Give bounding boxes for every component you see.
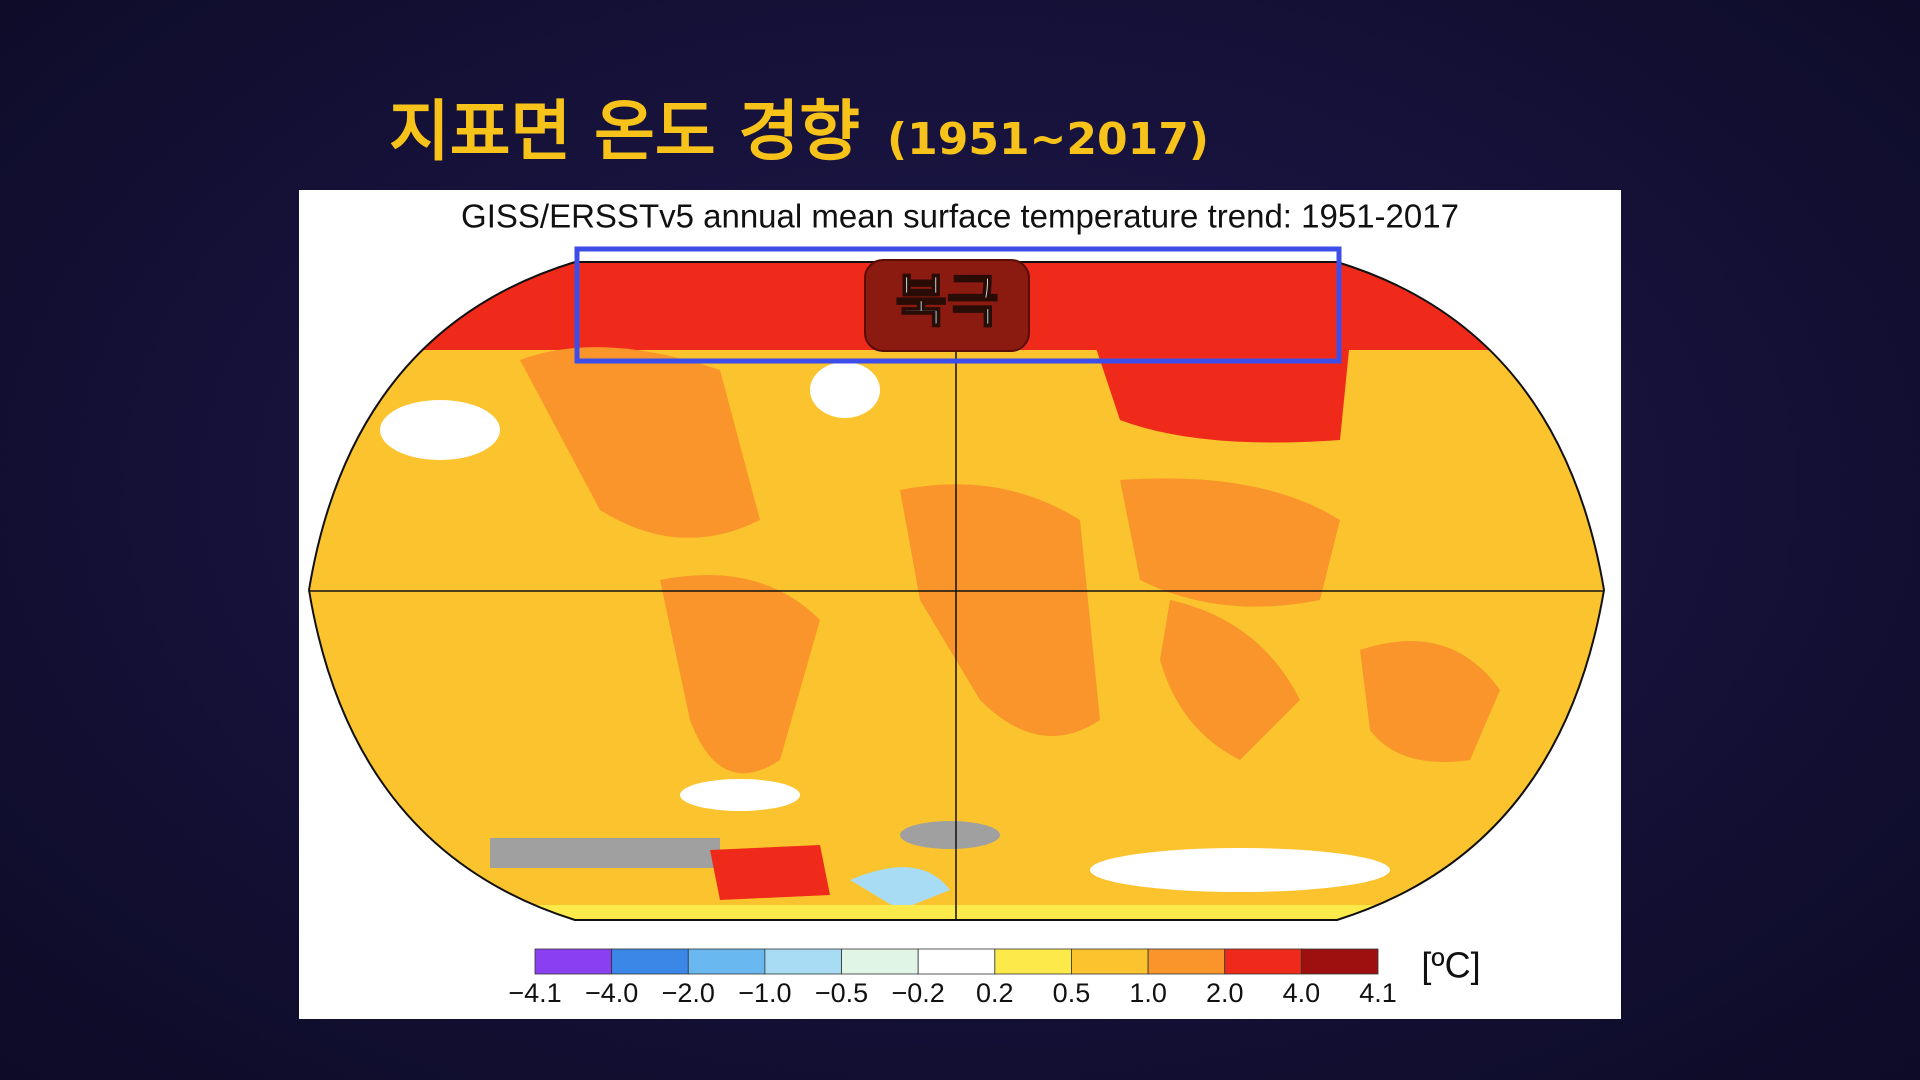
colorbar-tick-label: 1.0	[1129, 978, 1167, 1008]
highlight-label: 북극	[895, 270, 998, 335]
colorbar: −4.1 −4.0 −2.0 −1.0 −0.5 −0.2 0.2 0.5 1.0 2.0 4.0 4…	[508, 948, 1397, 1008]
colorbar-tick-label: −4.1	[508, 978, 561, 1008]
colorbar-segment	[764, 948, 842, 975]
colorbar-segment	[1071, 948, 1149, 975]
colorbar-tick-label: 4.0	[1283, 978, 1321, 1008]
colorbar-segment	[841, 948, 919, 975]
highlight-label-box	[864, 259, 1030, 352]
map-outline	[307, 261, 1606, 921]
colorbar-tick-label: −2.0	[662, 978, 715, 1008]
colorbar-tick-label: 4.1	[1359, 978, 1397, 1008]
legend-unit: [ºC]	[1421, 945, 1480, 986]
colorbar-segment	[1224, 948, 1302, 975]
colorbar-tick-label: −0.2	[892, 978, 945, 1008]
slide-title: 지표면 온도 경향	[389, 93, 860, 170]
colorbar-segment	[687, 948, 766, 975]
slide-subtitle: (1951~2017)	[887, 114, 1209, 165]
colorbar-tick-label: 0.2	[976, 978, 1014, 1008]
colorbar-tick-label: −0.5	[815, 978, 868, 1008]
colorbar-tick-label: 0.5	[1053, 978, 1091, 1008]
colorbar-tick-label: −4.0	[585, 978, 638, 1008]
temperature-map	[309, 262, 1604, 920]
colorbar-tick-label: 2.0	[1206, 978, 1244, 1008]
colorbar-segment	[917, 948, 996, 975]
highlight-box	[574, 246, 1342, 364]
colorbar-segment	[1300, 948, 1379, 975]
colorbar-segment	[611, 948, 689, 975]
colorbar-segment	[1147, 948, 1226, 975]
colorbar-segment	[534, 948, 613, 975]
map-title: GISS/ERSSTv5 annual mean surface tempera…	[461, 198, 1459, 235]
colorbar-tick-label: −1.0	[738, 978, 791, 1008]
colorbar-segment	[994, 948, 1072, 975]
